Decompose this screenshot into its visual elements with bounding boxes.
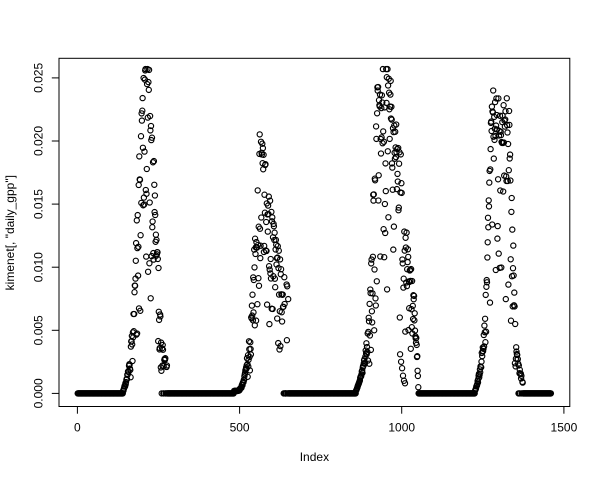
svg-text:0.020: 0.020 — [31, 126, 45, 156]
svg-text:0.025: 0.025 — [31, 63, 45, 93]
svg-text:1500: 1500 — [551, 421, 578, 435]
svg-text:0.000: 0.000 — [31, 378, 45, 408]
svg-text:1000: 1000 — [388, 421, 415, 435]
svg-text:500: 500 — [230, 421, 250, 435]
svg-text:kimenet[, "daily_gpp"]: kimenet[, "daily_gpp"] — [3, 175, 17, 290]
svg-text:0.010: 0.010 — [31, 252, 45, 282]
svg-text:0: 0 — [74, 421, 81, 435]
svg-text:0.015: 0.015 — [31, 189, 45, 219]
svg-text:Index: Index — [300, 450, 329, 464]
svg-text:0.005: 0.005 — [31, 315, 45, 345]
